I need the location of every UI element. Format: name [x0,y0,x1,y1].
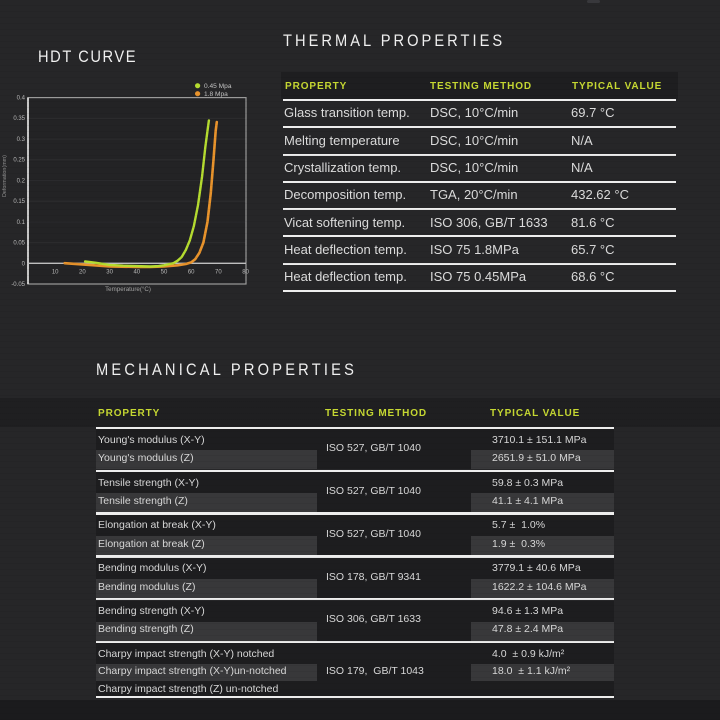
svg-text:0.05: 0.05 [13,241,25,247]
svg-text:0.4: 0.4 [17,96,26,102]
svg-text:40: 40 [133,270,140,276]
svg-text:0.1: 0.1 [17,220,26,226]
svg-text:0.25: 0.25 [13,158,25,164]
svg-text:0.15: 0.15 [13,199,25,205]
svg-text:20: 20 [79,270,86,276]
svg-text:50: 50 [161,270,168,276]
svg-text:0.2: 0.2 [17,178,26,184]
svg-text:1.8 Mpa: 1.8 Mpa [204,91,228,98]
svg-text:60: 60 [188,270,195,276]
svg-text:30: 30 [106,270,113,276]
svg-text:10: 10 [52,270,59,276]
svg-text:0.35: 0.35 [13,116,25,122]
svg-text:0: 0 [22,261,26,267]
svg-text:80: 80 [242,270,249,276]
svg-text:Temperature(°C): Temperature(°C) [105,286,151,293]
svg-text:0.3: 0.3 [17,137,26,143]
svg-text:0.45 Mpa: 0.45 Mpa [204,83,232,90]
svg-text:-0.05: -0.05 [11,282,25,288]
svg-text:70: 70 [215,270,222,276]
svg-text:Deformation(mm): Deformation(mm) [2,155,8,197]
